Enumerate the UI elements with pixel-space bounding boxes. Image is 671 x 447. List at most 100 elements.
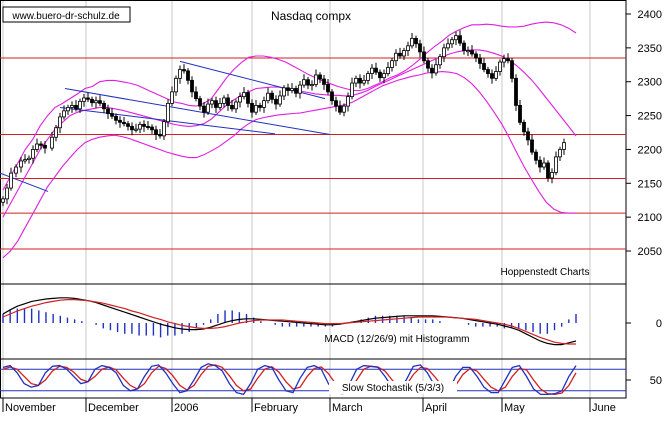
- candle-body: [442, 47, 446, 58]
- candle-body: [494, 71, 498, 79]
- candle-body: [530, 139, 534, 153]
- macd-tick-label: 0: [656, 318, 662, 330]
- candle-body: [66, 107, 70, 112]
- price-tick-label: 2300: [638, 77, 662, 89]
- candle-body: [374, 67, 378, 73]
- panel-frames: [0, 0, 627, 399]
- candle-body: [70, 105, 74, 108]
- candle-body: [350, 82, 354, 98]
- candle-body: [354, 77, 358, 84]
- candle-body: [246, 92, 250, 104]
- candle-body: [39, 143, 43, 146]
- candle-body: [454, 35, 458, 41]
- candle-body: [458, 35, 462, 44]
- price-tick-label: 2100: [638, 212, 662, 224]
- candle-body: [370, 67, 374, 74]
- trend-line: [0, 172, 49, 192]
- candle-body: [62, 110, 66, 118]
- grid-layer: [2, 0, 591, 412]
- candle-body: [1, 198, 5, 203]
- candle-body: [58, 116, 62, 129]
- price-tick-label: 2350: [638, 43, 662, 55]
- candle-body: [282, 87, 286, 97]
- candle-body: [102, 102, 106, 110]
- lower-band-line: [2, 71, 576, 259]
- candle-body: [306, 79, 310, 86]
- candle-body: [138, 123, 142, 130]
- candle-body: [258, 105, 262, 108]
- x-tick-label: December: [88, 402, 139, 414]
- upper-band-line: [2, 21, 577, 191]
- stochastic-d-line: [2, 364, 577, 396]
- candle-body: [254, 105, 258, 113]
- candle-body: [43, 144, 47, 149]
- candle-body: [262, 100, 266, 108]
- candle-body: [198, 98, 202, 107]
- stochastic-lines: [2, 363, 577, 396]
- candle-body: [242, 92, 246, 98]
- candle-body: [266, 92, 270, 102]
- candle-body: [270, 92, 274, 100]
- candle-body: [31, 149, 35, 159]
- x-tick-label: February: [254, 402, 299, 414]
- candle-body: [294, 88, 298, 94]
- price-tick-label: 2200: [638, 144, 662, 156]
- candle-body: [114, 115, 118, 121]
- candle-body: [310, 84, 314, 87]
- stochastic-tick-label: 50: [650, 375, 662, 387]
- candle-body: [82, 97, 86, 102]
- chart-title: Nasdaq compx: [271, 9, 351, 23]
- candle-body: [382, 73, 386, 79]
- trend-line: [64, 87, 331, 136]
- candle-body: [286, 87, 290, 91]
- candle-body: [422, 51, 426, 62]
- candle-body: [226, 97, 230, 106]
- candle-body: [550, 172, 554, 179]
- candle-body: [134, 128, 138, 131]
- candle-body: [466, 50, 470, 53]
- candle-body: [522, 121, 526, 133]
- candle-body: [166, 102, 170, 123]
- candle-body: [54, 127, 58, 138]
- candle-body: [378, 71, 382, 79]
- candle-body: [462, 42, 466, 51]
- stochastic-label-bg: [329, 381, 457, 394]
- candle-body: [446, 43, 450, 49]
- candle-body: [9, 172, 13, 189]
- candle-body: [398, 52, 402, 57]
- candle-body: [470, 50, 474, 55]
- candle-body: [438, 56, 442, 66]
- candle-body: [202, 105, 206, 113]
- candle-body: [558, 149, 562, 158]
- candle-body: [302, 79, 306, 86]
- candle-body: [330, 91, 334, 102]
- candle-body: [426, 60, 430, 69]
- candle-body: [366, 73, 370, 81]
- watermark: www.buero-dr-schulz.de: [2, 6, 131, 23]
- candle-body: [86, 97, 90, 100]
- candle-body: [506, 58, 510, 62]
- x-tick-label: May: [504, 402, 525, 414]
- candle-body: [170, 91, 174, 104]
- candle-body: [554, 156, 558, 173]
- stochastic-label-box: Slow Stochastik (5/3/3): [329, 381, 457, 394]
- candle-body: [110, 113, 114, 117]
- candle-body: [298, 84, 302, 94]
- candle-body: [50, 136, 54, 149]
- candle-body: [362, 79, 366, 84]
- candle-body: [222, 97, 226, 104]
- candle-body: [450, 39, 454, 45]
- candle-body: [122, 121, 126, 125]
- x-tick-label: April: [425, 402, 447, 414]
- candle-body: [414, 37, 418, 45]
- candle-body: [526, 131, 530, 141]
- candle-body: [274, 98, 278, 105]
- candle-body: [314, 74, 318, 85]
- candle-body: [474, 53, 478, 59]
- candle-body: [502, 58, 506, 63]
- candle-body: [214, 100, 218, 108]
- candle-body: [78, 100, 82, 110]
- candle-body: [194, 91, 198, 100]
